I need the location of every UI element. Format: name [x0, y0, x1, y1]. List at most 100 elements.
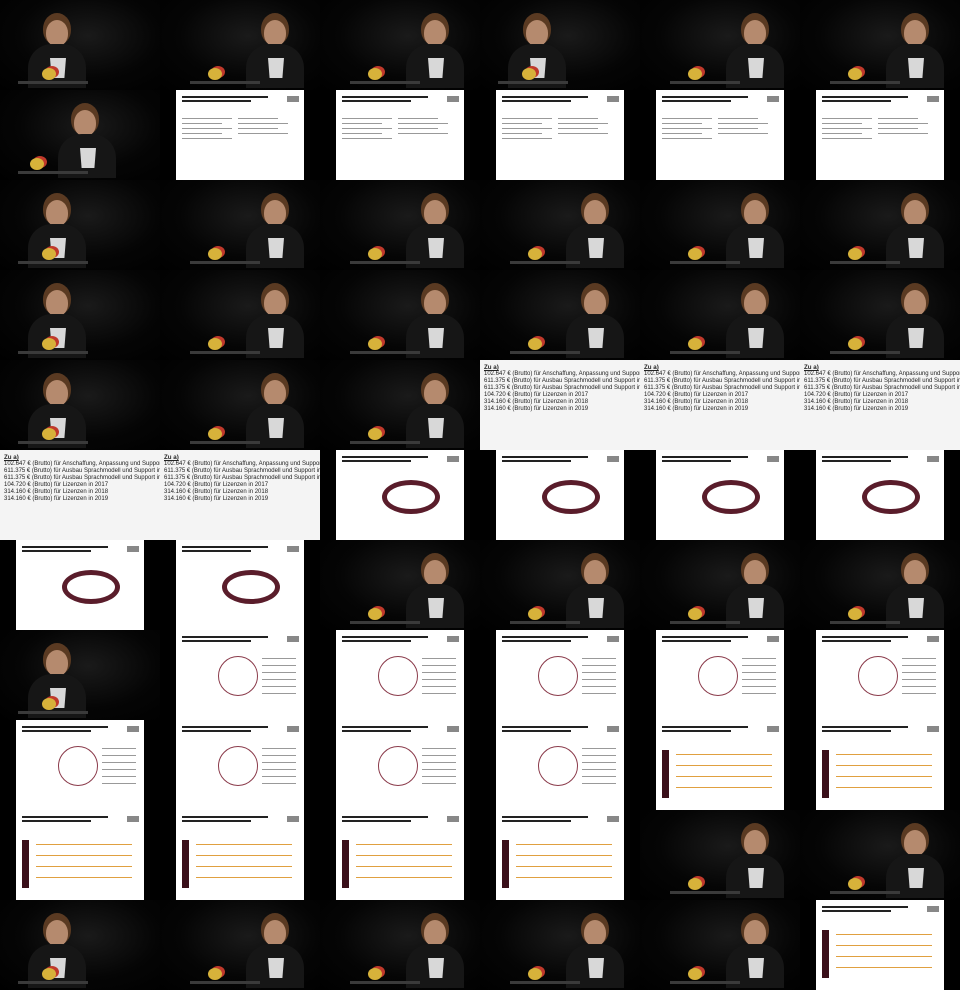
- text-frame-thumbnail[interactable]: Zu a) 102.647 € (Brutto) für Anschaffung,…: [640, 360, 800, 450]
- slide-frame-thumbnail[interactable]: [480, 630, 640, 720]
- speaker-frame-thumbnail[interactable]: [0, 900, 160, 990]
- slide-frame-thumbnail[interactable]: [480, 720, 640, 810]
- info-line: 104.720 € (Brutto) für Lizenzen in 2017: [484, 392, 589, 398]
- slide-frame-thumbnail[interactable]: [320, 720, 480, 810]
- speaker-frame-thumbnail[interactable]: [0, 180, 160, 270]
- speaker-frame-thumbnail[interactable]: [800, 540, 960, 630]
- speaker-frame-thumbnail[interactable]: [480, 900, 640, 990]
- speaker-frame-thumbnail[interactable]: [800, 810, 960, 900]
- speaker-frame-thumbnail[interactable]: [160, 360, 320, 450]
- speaker-flower: [688, 608, 702, 620]
- speaker-head: [424, 290, 446, 316]
- slide-heading: [342, 816, 428, 824]
- speaker-frame-thumbnail[interactable]: [640, 900, 800, 990]
- speaker-frame-thumbnail[interactable]: [320, 900, 480, 990]
- speaker-frame-thumbnail[interactable]: [320, 270, 480, 360]
- slide-logo: [287, 636, 299, 642]
- slide-frame-thumbnail[interactable]: [800, 720, 960, 810]
- speaker-frame-thumbnail[interactable]: [0, 90, 160, 180]
- speaker-flower: [528, 608, 542, 620]
- slide-text-line: [422, 748, 456, 749]
- slide-frame-thumbnail[interactable]: [160, 90, 320, 180]
- slide-frame-thumbnail[interactable]: [640, 630, 800, 720]
- speaker-frame-thumbnail[interactable]: [320, 0, 480, 90]
- speaker-frame-thumbnail[interactable]: [160, 900, 320, 990]
- slide-frame-thumbnail[interactable]: [0, 810, 160, 900]
- speaker-frame-thumbnail[interactable]: [480, 540, 640, 630]
- speaker-desk: [190, 981, 260, 984]
- slide-frame-thumbnail[interactable]: [800, 90, 960, 180]
- speaker-frame-thumbnail[interactable]: [640, 270, 800, 360]
- info-line: 314.160 € (Brutto) für Lizenzen in 2019: [484, 406, 589, 412]
- slide-frame-thumbnail[interactable]: [0, 720, 160, 810]
- slide-page: [16, 540, 144, 630]
- speaker-frame-thumbnail[interactable]: [0, 270, 160, 360]
- speaker-frame-thumbnail[interactable]: [480, 180, 640, 270]
- text-frame-thumbnail[interactable]: Zu a) 102.647 € (Brutto) für Anschaffung,…: [800, 360, 960, 450]
- speaker-frame-thumbnail[interactable]: [320, 360, 480, 450]
- speaker-frame-thumbnail[interactable]: [480, 0, 640, 90]
- slide-frame-thumbnail[interactable]: [160, 720, 320, 810]
- speaker-frame-thumbnail[interactable]: [0, 630, 160, 720]
- slide-text-line: [662, 128, 712, 129]
- slide-frame-thumbnail[interactable]: [160, 630, 320, 720]
- slide-flow-line: [356, 855, 452, 856]
- speaker-frame-thumbnail[interactable]: [480, 270, 640, 360]
- text-frame-thumbnail[interactable]: Zu a) 102.647 € (Brutto) für Anschaffung,…: [0, 450, 160, 540]
- slide-frame-thumbnail[interactable]: [0, 540, 160, 630]
- slide-frame-thumbnail[interactable]: [800, 450, 960, 540]
- slide-frame-thumbnail[interactable]: [320, 630, 480, 720]
- slide-text-line: [262, 748, 296, 749]
- slide-frame-thumbnail[interactable]: [160, 810, 320, 900]
- speaker-frame-thumbnail[interactable]: [640, 540, 800, 630]
- slide-frame-thumbnail[interactable]: [320, 450, 480, 540]
- speaker-frame-thumbnail[interactable]: [800, 180, 960, 270]
- speaker-shirt: [428, 238, 444, 258]
- speaker-shirt: [428, 958, 444, 978]
- speaker-flower: [688, 878, 702, 890]
- slide-frame-thumbnail[interactable]: [320, 810, 480, 900]
- speaker-desk: [190, 261, 260, 264]
- slide-frame-thumbnail[interactable]: [480, 810, 640, 900]
- slide-frame-thumbnail[interactable]: [640, 450, 800, 540]
- speaker-head: [424, 20, 446, 46]
- slide-frame-thumbnail[interactable]: [320, 90, 480, 180]
- speaker-frame-thumbnail[interactable]: [640, 0, 800, 90]
- slide-frame-thumbnail[interactable]: [800, 900, 960, 990]
- speaker-desk: [670, 981, 740, 984]
- text-frame-thumbnail[interactable]: Zu a) 102.647 € (Brutto) für Anschaffung,…: [480, 360, 640, 450]
- text-frame-thumbnail[interactable]: Zu a) 102.647 € (Brutto) für Anschaffung,…: [160, 450, 320, 540]
- slide-frame-thumbnail[interactable]: [800, 630, 960, 720]
- speaker-frame-thumbnail[interactable]: [160, 180, 320, 270]
- speaker-frame-thumbnail[interactable]: [0, 0, 160, 90]
- speaker-flower: [848, 248, 862, 260]
- speaker-frame-thumbnail[interactable]: [800, 0, 960, 90]
- speaker-frame-thumbnail[interactable]: [800, 270, 960, 360]
- slide-frame-thumbnail[interactable]: [480, 90, 640, 180]
- slide-logo: [127, 546, 139, 552]
- slide-text-line: [902, 679, 936, 680]
- speaker-shirt: [268, 958, 284, 978]
- slide-frame-thumbnail[interactable]: [480, 450, 640, 540]
- slide-text-line: [742, 693, 776, 694]
- slide-frame-thumbnail[interactable]: [640, 90, 800, 180]
- info-line: 611.375 € (Brutto) für Ausbau Sprachmode…: [4, 468, 160, 474]
- speaker-shirt: [80, 148, 96, 168]
- slide-logo: [927, 456, 939, 462]
- slide-text-line: [582, 658, 616, 659]
- slide-frame-thumbnail[interactable]: [160, 540, 320, 630]
- speaker-flower: [42, 68, 56, 80]
- speaker-frame-thumbnail[interactable]: [320, 540, 480, 630]
- info-heading: Zu a): [804, 364, 819, 371]
- speaker-flower: [42, 428, 56, 440]
- speaker-frame-thumbnail[interactable]: [160, 270, 320, 360]
- speaker-flower: [522, 68, 536, 80]
- speaker-frame-thumbnail[interactable]: [0, 360, 160, 450]
- speaker-frame-thumbnail[interactable]: [160, 0, 320, 90]
- speaker-frame-thumbnail[interactable]: [320, 180, 480, 270]
- speaker-frame-thumbnail[interactable]: [640, 810, 800, 900]
- info-text-block: Zu a) 102.647 € (Brutto) für Anschaffung,…: [484, 364, 640, 413]
- speaker-frame-thumbnail[interactable]: [640, 180, 800, 270]
- slide-frame-thumbnail[interactable]: [640, 720, 800, 810]
- slide-circle-diagram: [858, 656, 898, 696]
